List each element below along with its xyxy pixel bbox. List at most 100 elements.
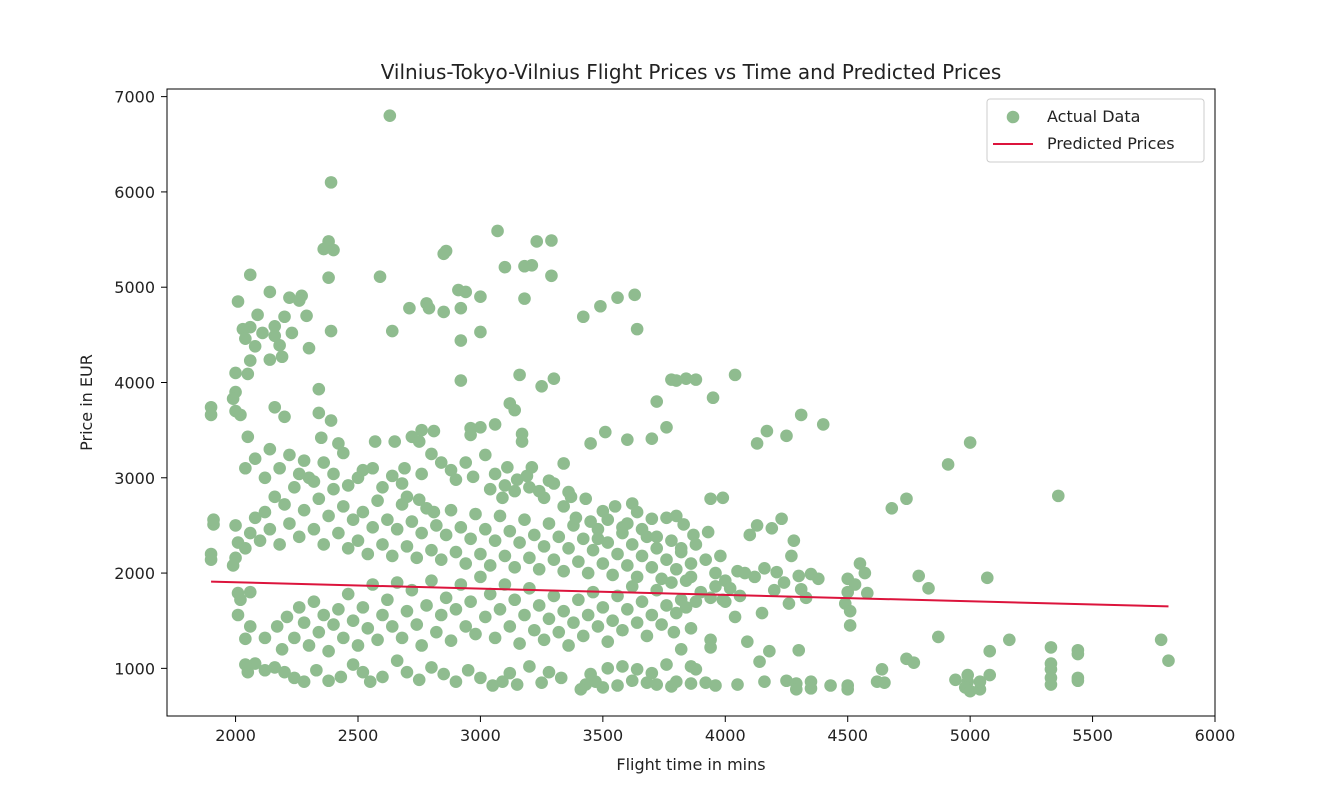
data-point	[650, 678, 664, 691]
plot-area-frame	[166, 88, 1216, 717]
chart-title: Vilnius-Tokyo-Vilnius Flight Prices vs T…	[381, 60, 1002, 84]
data-point	[488, 534, 502, 547]
data-point	[493, 602, 507, 616]
data-point	[731, 678, 744, 691]
data-point	[292, 601, 306, 614]
data-point	[709, 580, 722, 593]
data-point	[425, 543, 438, 557]
data-point	[496, 491, 509, 505]
data-point	[273, 538, 286, 551]
data-point	[645, 608, 659, 622]
data-point	[586, 543, 600, 557]
data-point	[498, 260, 512, 274]
x-tick-label: 4500	[827, 726, 868, 745]
data-point	[907, 656, 921, 669]
data-point	[545, 269, 558, 283]
data-point	[439, 528, 453, 542]
data-point	[635, 595, 649, 608]
data-point	[775, 512, 788, 526]
data-point	[236, 322, 250, 336]
data-point	[322, 271, 335, 284]
data-point	[655, 618, 668, 631]
data-point	[782, 597, 796, 610]
data-point	[243, 526, 257, 540]
data-point	[572, 593, 585, 607]
data-point	[667, 625, 681, 639]
data-point	[611, 547, 624, 561]
data-point	[574, 683, 588, 696]
data-point	[258, 631, 272, 645]
data-point	[567, 616, 580, 629]
data-point	[557, 564, 570, 578]
legend-box	[986, 98, 1205, 163]
data-point	[584, 515, 597, 528]
x-tick-label: 5000	[950, 726, 991, 745]
data-point	[591, 532, 605, 546]
y-axis-label: Price in EUR	[77, 354, 96, 451]
data-point	[684, 677, 698, 690]
data-point	[513, 637, 526, 650]
data-point	[307, 522, 321, 536]
data-point	[226, 392, 240, 405]
data-point	[292, 467, 306, 481]
data-point	[300, 309, 313, 323]
data-point	[454, 334, 468, 347]
data-point	[366, 461, 379, 475]
data-point	[709, 566, 722, 580]
data-point	[584, 437, 597, 450]
data-point	[576, 310, 590, 324]
data-point	[1162, 654, 1175, 668]
data-point	[332, 437, 345, 450]
data-point	[410, 551, 424, 565]
data-point	[1044, 641, 1058, 654]
data-point	[748, 570, 761, 584]
data-point	[498, 578, 512, 591]
data-point	[812, 572, 825, 586]
data-point	[655, 572, 668, 586]
data-point	[689, 538, 703, 551]
data-point	[425, 447, 438, 461]
data-point	[434, 608, 448, 622]
data-point	[263, 285, 277, 299]
data-point	[278, 498, 291, 511]
data-point	[422, 301, 436, 315]
data-point	[601, 635, 615, 648]
data-point	[789, 683, 803, 696]
data-point	[792, 569, 806, 583]
x-tick-label: 3000	[460, 726, 501, 745]
data-point	[297, 616, 311, 629]
data-point	[412, 493, 426, 506]
x-axis: 2000 2500 3000 3500 4000 4500 5000 5500 6000	[215, 716, 1235, 745]
data-point	[718, 595, 732, 608]
data-point	[474, 290, 487, 304]
y-tick-label: 5000	[114, 278, 155, 297]
data-point	[310, 663, 323, 677]
data-point	[596, 601, 610, 614]
data-point	[608, 500, 622, 513]
data-point	[523, 660, 536, 673]
data-point	[466, 470, 480, 484]
data-point	[983, 644, 997, 658]
data-point	[670, 606, 683, 620]
data-point	[572, 555, 585, 568]
data-point	[770, 565, 784, 579]
data-point	[297, 675, 311, 688]
prediction-line-layer	[211, 580, 1169, 608]
data-point	[268, 319, 282, 333]
data-point	[385, 324, 399, 338]
data-point	[243, 268, 257, 282]
data-point	[371, 633, 384, 647]
x-axis-label: Flight time in mins	[616, 755, 765, 774]
data-point	[283, 448, 296, 462]
data-point	[270, 620, 284, 633]
data-point	[366, 578, 379, 591]
data-point	[322, 509, 335, 523]
data-point	[444, 463, 458, 477]
data-point	[750, 437, 764, 450]
data-point	[258, 663, 272, 677]
data-point	[258, 505, 272, 519]
data-point	[479, 610, 492, 624]
data-point	[251, 308, 264, 322]
data-point	[361, 547, 375, 561]
data-point	[723, 582, 737, 595]
